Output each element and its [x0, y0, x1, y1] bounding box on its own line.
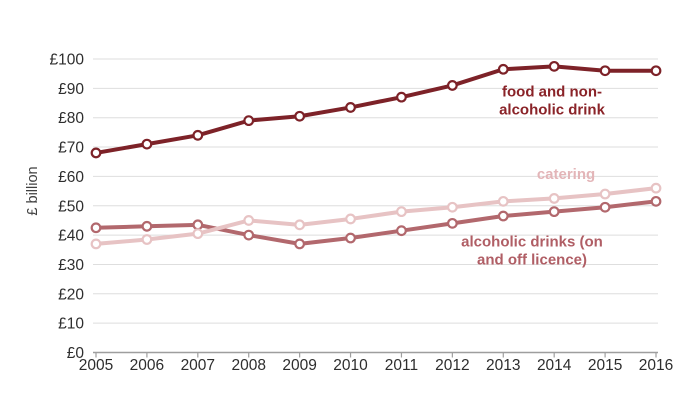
data-point-1 — [599, 201, 611, 213]
x-tick-label: 2006 — [130, 357, 164, 374]
data-point-1 — [90, 222, 102, 234]
y-tick-label: £100 — [50, 52, 85, 69]
x-tick-label: 2010 — [333, 357, 368, 374]
data-point-0 — [141, 138, 153, 150]
series-line-0 — [94, 64, 658, 155]
data-point-1 — [243, 229, 255, 241]
data-point-0 — [192, 129, 204, 141]
data-point-0 — [650, 65, 662, 77]
y-tick-label: £80 — [58, 110, 84, 127]
data-point-1 — [141, 220, 153, 232]
data-point-2 — [650, 182, 662, 194]
data-point-0 — [548, 60, 560, 72]
x-tick-label: 2012 — [435, 357, 469, 374]
data-point-0 — [345, 102, 356, 113]
data-point-2 — [396, 206, 407, 218]
data-point-2 — [548, 193, 560, 204]
data-point-1 — [192, 219, 204, 231]
y-tick-label: £10 — [58, 316, 84, 333]
y-axis-title: £ billion — [25, 166, 41, 215]
data-point-0 — [90, 147, 102, 159]
y-tick-label: £50 — [58, 198, 84, 215]
data-point-2 — [90, 238, 102, 250]
data-point-0 — [497, 63, 509, 75]
x-tick-label: 2005 — [79, 357, 113, 374]
x-tick-label: 2015 — [588, 357, 622, 374]
data-point-1 — [446, 217, 458, 229]
y-tick-label: £90 — [58, 81, 84, 98]
data-point-1 — [548, 206, 560, 218]
data-point-2 — [243, 215, 255, 226]
x-tick-label: 2011 — [385, 357, 418, 374]
series-line-2 — [94, 186, 658, 246]
x-tick-label: 2014 — [537, 357, 572, 374]
data-point-2 — [141, 234, 153, 245]
data-point-1 — [396, 225, 407, 237]
data-point-1 — [345, 232, 356, 244]
y-tick-label: £70 — [58, 140, 84, 157]
data-point-2 — [599, 188, 611, 200]
data-point-0 — [599, 65, 611, 77]
series-line-1 — [94, 199, 658, 246]
data-point-0 — [396, 91, 407, 103]
x-tick-label: 2007 — [181, 357, 215, 374]
x-tick-label: 2016 — [639, 357, 673, 374]
y-tick-label: £20 — [58, 286, 84, 303]
data-point-2 — [497, 195, 509, 207]
y-tick-label: £0 — [67, 345, 85, 362]
data-point-0 — [294, 110, 306, 122]
data-point-1 — [294, 238, 306, 250]
data-point-2 — [192, 228, 204, 240]
x-tick-label: 2009 — [282, 357, 316, 374]
data-point-0 — [243, 115, 255, 127]
data-point-2 — [446, 201, 458, 213]
x-tick-label: 2013 — [486, 357, 520, 374]
data-point-0 — [446, 80, 458, 91]
data-point-1 — [497, 210, 509, 222]
data-point-1 — [650, 195, 662, 207]
data-point-2 — [294, 219, 306, 231]
y-tick-label: £60 — [58, 169, 84, 186]
y-tick-label: £30 — [58, 257, 84, 274]
y-tick-label: £40 — [58, 228, 84, 245]
x-tick-label: 2008 — [231, 357, 265, 374]
data-point-2 — [345, 213, 356, 225]
